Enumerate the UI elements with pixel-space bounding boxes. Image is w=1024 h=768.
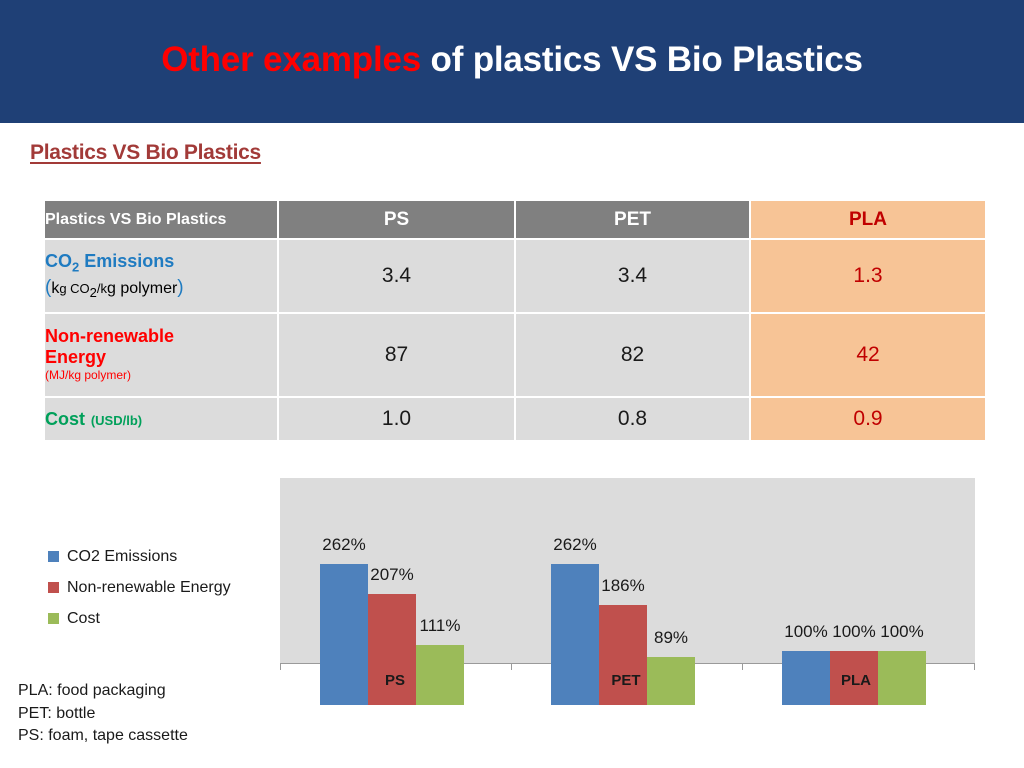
legend-swatch-icon bbox=[48, 551, 59, 562]
bar-label-pet-co2: 262% bbox=[553, 535, 597, 554]
bar-ps-cost bbox=[416, 645, 464, 705]
row-label-energy-line1: Non-renewable bbox=[45, 325, 175, 346]
row-label-cost: Cost (USD/lb) bbox=[45, 398, 277, 440]
axis-tick bbox=[742, 663, 743, 670]
bar-pla-non-renewable-energy bbox=[830, 651, 878, 705]
footnote-ps: PS: foam, tape cassette bbox=[18, 727, 188, 745]
row-unit-g: g bbox=[59, 280, 71, 296]
bar-label-ps-energy: 207% bbox=[370, 565, 414, 584]
bar-pet-co2-emissions bbox=[551, 564, 599, 705]
table-row: Cost (USD/lb) 1.0 0.8 0.9 bbox=[45, 398, 985, 440]
row-unit-cost: (USD/lb) bbox=[90, 413, 143, 428]
bar-label-ps-co2: 262% bbox=[322, 535, 366, 554]
legend-swatch-icon bbox=[48, 613, 59, 624]
table-header-pet: PET bbox=[516, 201, 749, 238]
row-label-co2-emissions: CO2 Emissions (kg CO2/kg polymer) bbox=[45, 240, 277, 312]
page-title-rest: of plastics VS Bio Plastics bbox=[421, 40, 863, 79]
row-label-non-renewable-energy: Non-renewable Energy (MJ/kg polymer) bbox=[45, 314, 277, 396]
legend-label: CO2 Emissions bbox=[67, 547, 178, 565]
table-row: CO2 Emissions (kg CO2/kg polymer) 3.4 3.… bbox=[45, 240, 985, 312]
cell-co2-ps: 3.4 bbox=[279, 240, 514, 312]
cell-cost-pla: 0.9 bbox=[751, 398, 985, 440]
table-header-ps: PS bbox=[279, 201, 514, 238]
section-subtitle: Plastics VS Bio Plastics bbox=[30, 141, 261, 164]
cell-energy-ps: 87 bbox=[279, 314, 514, 396]
bar-label-pla-co2: 100% bbox=[784, 622, 828, 641]
legend-label: Non-renewable Energy bbox=[67, 578, 231, 596]
bar-pla-co2-emissions bbox=[782, 651, 830, 705]
page-title: Other examples of plastics VS Bio Plasti… bbox=[0, 40, 1024, 80]
bar-label-pla-cost: 100% bbox=[880, 622, 924, 641]
bar-label-pet-cost: 89% bbox=[653, 628, 689, 647]
row-unit-k: k bbox=[51, 279, 60, 297]
cell-cost-ps: 1.0 bbox=[279, 398, 514, 440]
row-unit-co-subscript: 2 bbox=[89, 284, 97, 300]
legend-item-co2-emissions: CO2 Emissions bbox=[48, 541, 273, 572]
footnotes: PLA: food packaging PET: bottle PS: foam… bbox=[18, 680, 188, 748]
bar-group-ps: 262% 207% 111% bbox=[320, 520, 464, 705]
bar-ps-non-renewable-energy bbox=[368, 594, 416, 705]
bar-label-pet-energy: 186% bbox=[601, 576, 645, 595]
row-label-co2-title: CO2 Emissions bbox=[45, 251, 277, 276]
cell-energy-pet: 82 bbox=[516, 314, 749, 396]
bar-ps-co2-emissions bbox=[320, 564, 368, 705]
comparison-table: Plastics VS Bio Plastics PS PET PLA CO2 … bbox=[43, 199, 987, 442]
row-unit-co: CO bbox=[70, 280, 90, 296]
table-header-row: Plastics VS Bio Plastics PS PET PLA bbox=[45, 201, 985, 238]
row-unit-polymer: polymer bbox=[115, 279, 178, 297]
row-label-co2-tail: Emissions bbox=[79, 251, 175, 272]
row-unit-g2: g bbox=[107, 279, 116, 297]
bar-pet-cost bbox=[647, 657, 695, 705]
table-header-label: Plastics VS Bio Plastics bbox=[45, 201, 277, 238]
row-label-cost-title: Cost bbox=[45, 409, 85, 429]
bar-chart: 262% 207% 111% 262% 186% 89% 100% 100% 1… bbox=[0, 460, 1024, 705]
category-label-ps: PS bbox=[384, 672, 405, 689]
row-unit-co2: (kg CO2/kg polymer) bbox=[45, 276, 277, 301]
row-label-co2-subscript: 2 bbox=[72, 259, 80, 275]
axis-tick bbox=[974, 663, 975, 670]
row-label-energy-line2: Energy bbox=[45, 347, 107, 368]
row-label-co2-text: CO bbox=[45, 251, 72, 272]
table-row: Non-renewable Energy (MJ/kg polymer) 87 … bbox=[45, 314, 985, 396]
cell-co2-pet: 3.4 bbox=[516, 240, 749, 312]
footnote-pla: PLA: food packaging bbox=[18, 682, 166, 699]
page-title-accent: Other examples bbox=[161, 40, 422, 79]
bar-group-pla: 100% 100% 100% bbox=[782, 520, 926, 705]
table-header-pla: PLA bbox=[751, 201, 985, 238]
bar-label-ps-cost: 111% bbox=[419, 616, 461, 635]
title-banner: Other examples of plastics VS Bio Plasti… bbox=[0, 0, 1024, 123]
legend-item-cost: Cost bbox=[48, 603, 273, 634]
axis-tick bbox=[280, 663, 281, 670]
row-unit-open-paren: ( bbox=[45, 276, 52, 298]
legend-swatch-icon bbox=[48, 582, 59, 593]
bar-pet-non-renewable-energy bbox=[599, 605, 647, 705]
legend-label: Cost bbox=[67, 609, 100, 627]
cell-co2-pla: 1.3 bbox=[751, 240, 985, 312]
bar-group-pet: 262% 186% 89% bbox=[551, 520, 695, 705]
row-unit-per: /k bbox=[96, 280, 108, 296]
bar-label-pla-energy: 100% bbox=[832, 622, 876, 641]
row-unit-close-paren: ) bbox=[177, 276, 184, 298]
legend-item-non-renewable-energy: Non-renewable Energy bbox=[48, 572, 273, 603]
axis-tick bbox=[511, 663, 512, 670]
cell-energy-pla: 42 bbox=[751, 314, 985, 396]
row-unit-energy: (MJ/kg polymer) bbox=[45, 368, 132, 383]
bar-pla-cost bbox=[878, 651, 926, 705]
cell-cost-pet: 0.8 bbox=[516, 398, 749, 440]
category-label-pet: PET bbox=[611, 672, 641, 689]
chart-legend: CO2 Emissions Non-renewable Energy Cost bbox=[48, 541, 273, 634]
footnote-pet: PET: bottle bbox=[18, 704, 96, 722]
category-label-pla: PLA bbox=[841, 672, 871, 689]
